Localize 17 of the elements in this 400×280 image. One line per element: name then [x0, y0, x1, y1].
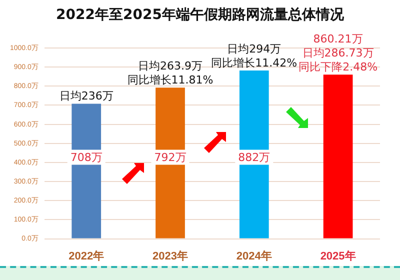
x-tick-label: 2024年	[236, 249, 272, 262]
x-tick-label: 2022年	[68, 249, 104, 262]
x-tick-label: 2025年	[320, 249, 356, 262]
data-label: 860.21万	[313, 32, 363, 46]
annotation: 同比下降2.48%	[298, 60, 378, 74]
chart-title: 2022年至2025年端午假期路网流量总体情况	[55, 6, 345, 24]
annotation: 同比增长11.42%	[211, 56, 298, 70]
annotation: 同比增长11.81%	[127, 74, 214, 87]
annotation: 日均263.9万	[138, 60, 203, 73]
annotation: 日均294万	[227, 42, 282, 56]
data-label: 708万	[70, 150, 102, 164]
bar	[323, 74, 353, 238]
data-label: 882万	[238, 150, 270, 164]
data-label: 792万	[154, 150, 186, 164]
annotation: 日均236万	[59, 90, 114, 103]
x-tick-label: 2023年	[152, 249, 188, 262]
annotation: 日均286.73万	[302, 46, 374, 60]
